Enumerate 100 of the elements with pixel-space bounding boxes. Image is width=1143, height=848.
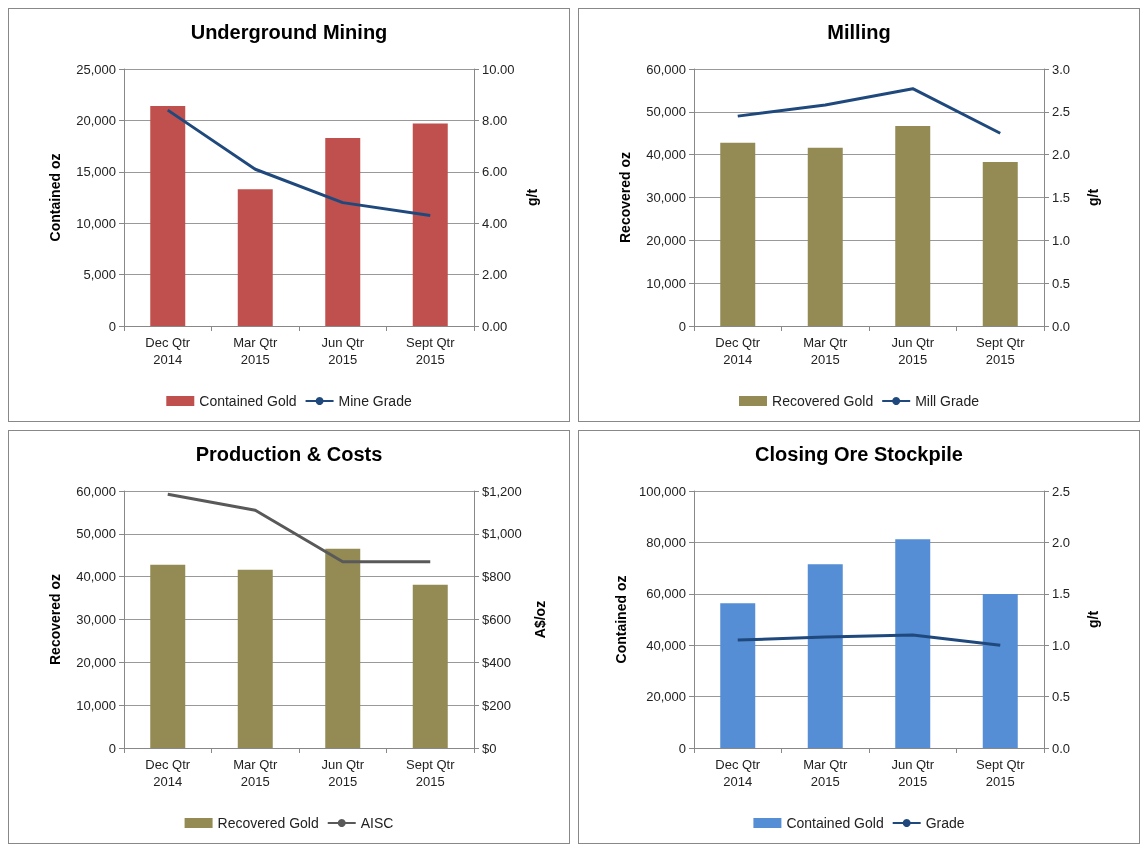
bar — [325, 548, 361, 748]
y2-tick-label: 2.5 — [1052, 483, 1071, 499]
x-tick-label: Mar Qtr 2015 — [803, 757, 848, 789]
y-tick-label: 60,000 — [646, 586, 686, 602]
x-tick-label: Dec Qtr 2014 — [715, 757, 761, 789]
legend-label: Recovered Gold — [772, 393, 874, 409]
chart-title: Production & Costs — [195, 443, 383, 465]
y-tick-label: 0 — [678, 318, 686, 334]
y2-tick-label: 2.0 — [1052, 147, 1071, 163]
y2-tick-label: 10.00 — [482, 61, 515, 77]
legend-label: Grade — [925, 815, 965, 831]
bar — [412, 584, 448, 748]
y-tick-label: 10,000 — [646, 275, 686, 291]
x-tick-label: Dec Qtr 2014 — [145, 335, 191, 367]
y2-tick-label: $1,000 — [482, 526, 522, 542]
x-tick-label: Mar Qtr 2015 — [233, 757, 278, 789]
y-tick-label: 20,000 — [76, 654, 116, 670]
y2-tick-label: $600 — [482, 612, 511, 627]
y-tick-label: 40,000 — [646, 147, 686, 163]
y2-axis-title: A$/oz — [531, 600, 548, 639]
y2-tick-label: 1.5 — [1052, 586, 1071, 602]
y-tick-label: 50,000 — [646, 104, 686, 120]
x-tick-label: Sept Qtr 2015 — [406, 335, 456, 367]
bar — [237, 569, 273, 748]
chart-title: Underground Mining — [190, 21, 388, 43]
y2-tick-label: $0 — [482, 740, 497, 756]
bar — [895, 539, 931, 748]
y2-axis-title: g/t — [524, 188, 541, 207]
y2-tick-label: 2.5 — [1052, 104, 1071, 120]
x-tick-label: Jun Qtr 2015 — [891, 757, 935, 789]
y2-tick-label: 0.0 — [1052, 318, 1071, 334]
bar — [237, 189, 273, 326]
chart-title: Milling — [827, 21, 891, 43]
x-tick-label: Jun Qtr 2015 — [321, 757, 365, 789]
x-tick-label: Mar Qtr 2015 — [233, 335, 278, 367]
y2-tick-label: 0.0 — [1052, 740, 1071, 756]
y2-axis-title: g/t — [1085, 610, 1101, 629]
y-tick-label: 60,000 — [76, 483, 116, 499]
y-tick-label: 0 — [678, 740, 686, 756]
y2-tick-label: 0.5 — [1052, 275, 1071, 291]
y-tick-label: 10,000 — [76, 697, 116, 713]
x-tick-label: Sept Qtr 2015 — [976, 757, 1026, 789]
line-series — [736, 633, 1002, 647]
bar — [982, 161, 1018, 326]
legend-label: Recovered Gold — [217, 815, 319, 831]
y-tick-label: 20,000 — [646, 689, 686, 705]
y2-tick-label: 1.0 — [1052, 232, 1071, 248]
y2-tick-label: $400 — [482, 654, 511, 670]
legend-label: Mine Grade — [338, 393, 412, 409]
legend-label: Mill Grade — [915, 393, 980, 409]
y2-tick-label: 1.5 — [1052, 190, 1071, 205]
x-tick-label: Dec Qtr 2014 — [715, 335, 761, 367]
y2-tick-label: $200 — [482, 697, 511, 713]
y2-tick-label: 0.5 — [1052, 689, 1071, 705]
y2-tick-label: 1.0 — [1052, 637, 1071, 653]
legend-label: AISC — [360, 815, 394, 831]
y-tick-label: 20,000 — [646, 232, 686, 248]
y-tick-label: 0 — [108, 318, 116, 334]
y-tick-label: 100,000 — [639, 483, 686, 499]
x-tick-label: Jun Qtr 2015 — [321, 335, 365, 367]
y-tick-label: 30,000 — [646, 190, 686, 205]
bar — [807, 564, 843, 748]
x-tick-label: Jun Qtr 2015 — [891, 335, 935, 367]
bar — [982, 594, 1018, 748]
y-tick-label: 80,000 — [646, 534, 686, 550]
y2-tick-label: $800 — [482, 569, 511, 585]
y-tick-label: 25,000 — [76, 61, 116, 77]
y2-tick-label: 2.0 — [1052, 534, 1071, 550]
bar — [150, 106, 186, 326]
bar — [412, 123, 448, 326]
y2-tick-label: 0.00 — [482, 318, 508, 334]
bar — [720, 603, 756, 748]
x-tick-label: Sept Qtr 2015 — [406, 757, 456, 789]
bar — [150, 564, 186, 748]
y2-tick-label: 2.00 — [482, 267, 508, 283]
y-tick-label: 50,000 — [76, 526, 116, 542]
chart-title: Closing Ore Stockpile — [755, 443, 963, 465]
bar — [895, 125, 931, 326]
y-tick-label: 0 — [108, 740, 116, 756]
y-tick-label: 40,000 — [76, 569, 116, 585]
legend-label: Contained Gold — [199, 393, 297, 409]
y2-tick-label: 8.00 — [482, 112, 508, 128]
x-tick-label: Mar Qtr 2015 — [803, 335, 848, 367]
x-tick-label: Dec Qtr 2014 — [145, 757, 191, 789]
y2-tick-label: 3.0 — [1052, 61, 1071, 77]
y-tick-label: 15,000 — [76, 164, 116, 180]
x-tick-label: Sept Qtr 2015 — [976, 335, 1026, 367]
y-axis-title: Recovered oz — [617, 151, 633, 244]
y-tick-label: 20,000 — [76, 112, 116, 128]
line-series — [166, 108, 432, 217]
line-series — [736, 87, 1002, 135]
bar — [720, 142, 756, 326]
y-tick-label: 40,000 — [646, 637, 686, 653]
y-axis-title: Contained oz — [47, 153, 63, 242]
y-tick-label: 5,000 — [83, 267, 116, 283]
y2-tick-label: 6.00 — [482, 164, 508, 180]
y-tick-label: 30,000 — [76, 612, 116, 627]
y2-tick-label: $1,200 — [482, 483, 522, 499]
y2-axis-title: g/t — [1085, 188, 1101, 207]
legend-label: Contained Gold — [786, 815, 884, 831]
